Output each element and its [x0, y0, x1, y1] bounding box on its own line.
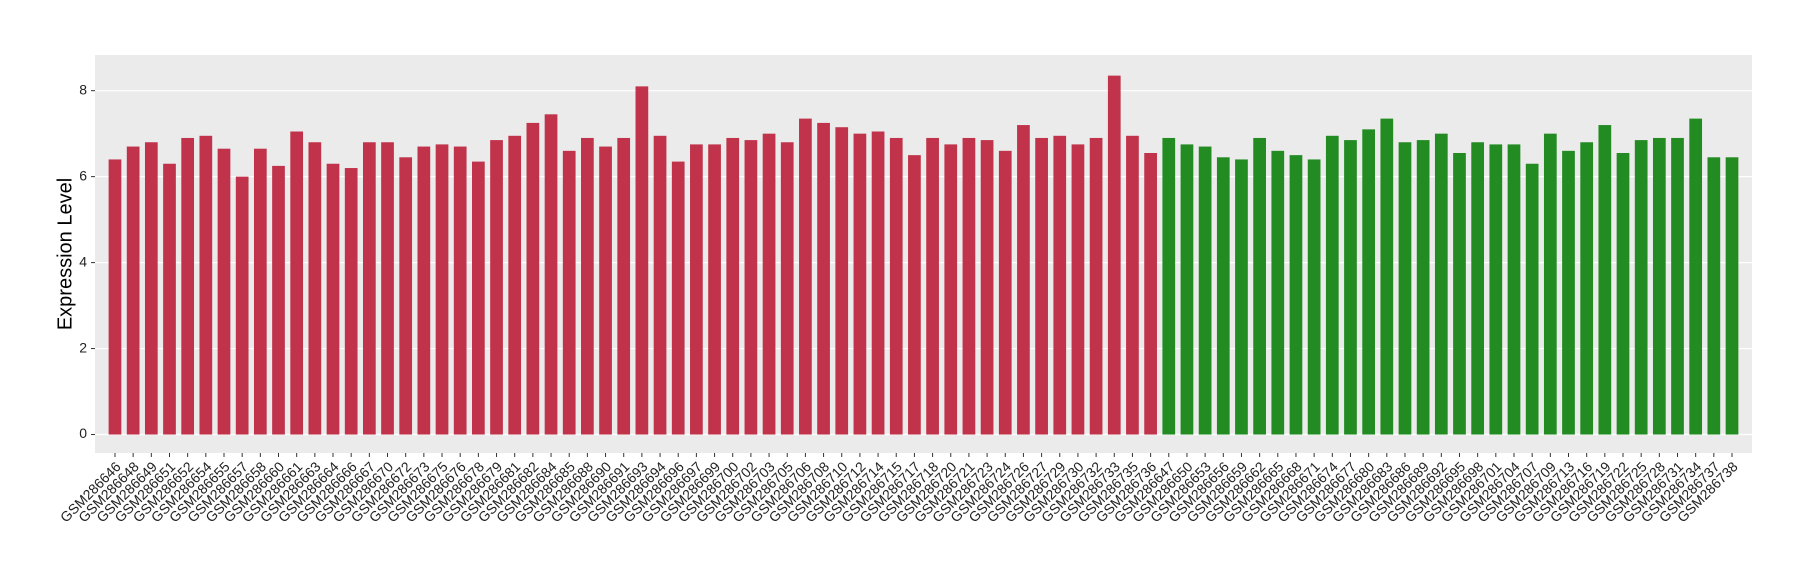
bar: [744, 140, 758, 435]
bar: [1507, 144, 1521, 435]
bar: [835, 127, 849, 435]
bar: [181, 137, 195, 435]
bar: [399, 157, 413, 435]
bar: [1453, 152, 1466, 435]
bar: [126, 146, 140, 435]
bar: [944, 144, 958, 435]
bar: [108, 159, 122, 435]
bar: [1216, 157, 1230, 435]
bar: [344, 168, 358, 435]
y-tick-label: 8: [79, 81, 87, 97]
bar: [762, 133, 776, 435]
bar: [272, 165, 285, 435]
bar: [1017, 125, 1030, 435]
bar: [926, 137, 939, 435]
bar: [1671, 137, 1684, 435]
bar: [1289, 155, 1303, 435]
bar: [1035, 137, 1048, 435]
bar: [962, 137, 976, 435]
bar: [1580, 142, 1594, 435]
panel: [95, 55, 1752, 453]
bar: [1253, 137, 1266, 435]
y-axis-title: Expression Level: [54, 178, 76, 330]
bar: [690, 144, 703, 435]
bar: [980, 140, 994, 435]
bar: [799, 118, 812, 435]
bar: [817, 122, 830, 435]
bar: [581, 137, 594, 435]
bar: [381, 142, 394, 435]
bar: [853, 133, 867, 435]
bar: [217, 148, 231, 435]
bar: [1562, 150, 1575, 435]
bar: [163, 163, 176, 435]
bar: [726, 137, 740, 435]
bar: [908, 155, 921, 435]
bar: [780, 142, 794, 435]
bar: [635, 86, 649, 435]
bar: [544, 114, 558, 435]
bar: [599, 146, 612, 435]
bar: [998, 150, 1012, 435]
bar: [253, 148, 267, 435]
bar: [871, 131, 885, 435]
bar: [1634, 140, 1648, 435]
bar: [1380, 118, 1394, 435]
bar: [1525, 163, 1539, 435]
bar: [326, 163, 340, 435]
bar: [1198, 146, 1212, 435]
y-tick-label: 2: [79, 339, 87, 355]
bar: [889, 137, 903, 435]
bar: [1089, 137, 1103, 435]
bar: [508, 135, 522, 435]
bar: [1652, 137, 1666, 435]
bar: [1126, 135, 1139, 435]
bar: [653, 135, 667, 435]
bar: [1689, 118, 1703, 435]
bar: [1416, 140, 1430, 435]
bar: [1053, 135, 1067, 435]
bar: [290, 131, 304, 435]
bar: [1180, 144, 1194, 435]
bar: [1489, 144, 1503, 435]
bar: [1325, 135, 1339, 435]
bar: [490, 140, 503, 435]
bar: [1344, 140, 1357, 435]
bar: [562, 150, 576, 435]
bar: [199, 135, 213, 435]
bar: [1543, 133, 1557, 435]
bar: [435, 144, 449, 435]
bar: [1071, 144, 1085, 435]
bar: [1162, 137, 1176, 435]
bar: [1271, 150, 1285, 435]
y-tick-label: 0: [79, 425, 87, 441]
bar: [526, 122, 540, 435]
bar: [1725, 157, 1739, 435]
bar: [1707, 157, 1721, 435]
bar: [1307, 159, 1321, 435]
bar: [417, 146, 431, 435]
bar: [472, 161, 485, 435]
bar: [1471, 142, 1485, 435]
bar: [708, 144, 721, 435]
bar: [235, 176, 249, 435]
bar: [1235, 159, 1248, 435]
bar: [144, 142, 158, 435]
bar: [671, 161, 685, 435]
bar: [1616, 152, 1630, 435]
bar: [1144, 152, 1157, 435]
bar: [308, 142, 322, 435]
y-tick-label: 4: [79, 253, 87, 269]
bar: [1107, 75, 1121, 435]
bar: [453, 146, 467, 435]
bar: [1434, 133, 1448, 435]
y-tick-label: 6: [79, 167, 87, 183]
bar: [1362, 129, 1375, 435]
bar: [1398, 142, 1412, 435]
bar: [1598, 125, 1612, 435]
bar: [362, 142, 376, 435]
bar: [617, 137, 631, 435]
